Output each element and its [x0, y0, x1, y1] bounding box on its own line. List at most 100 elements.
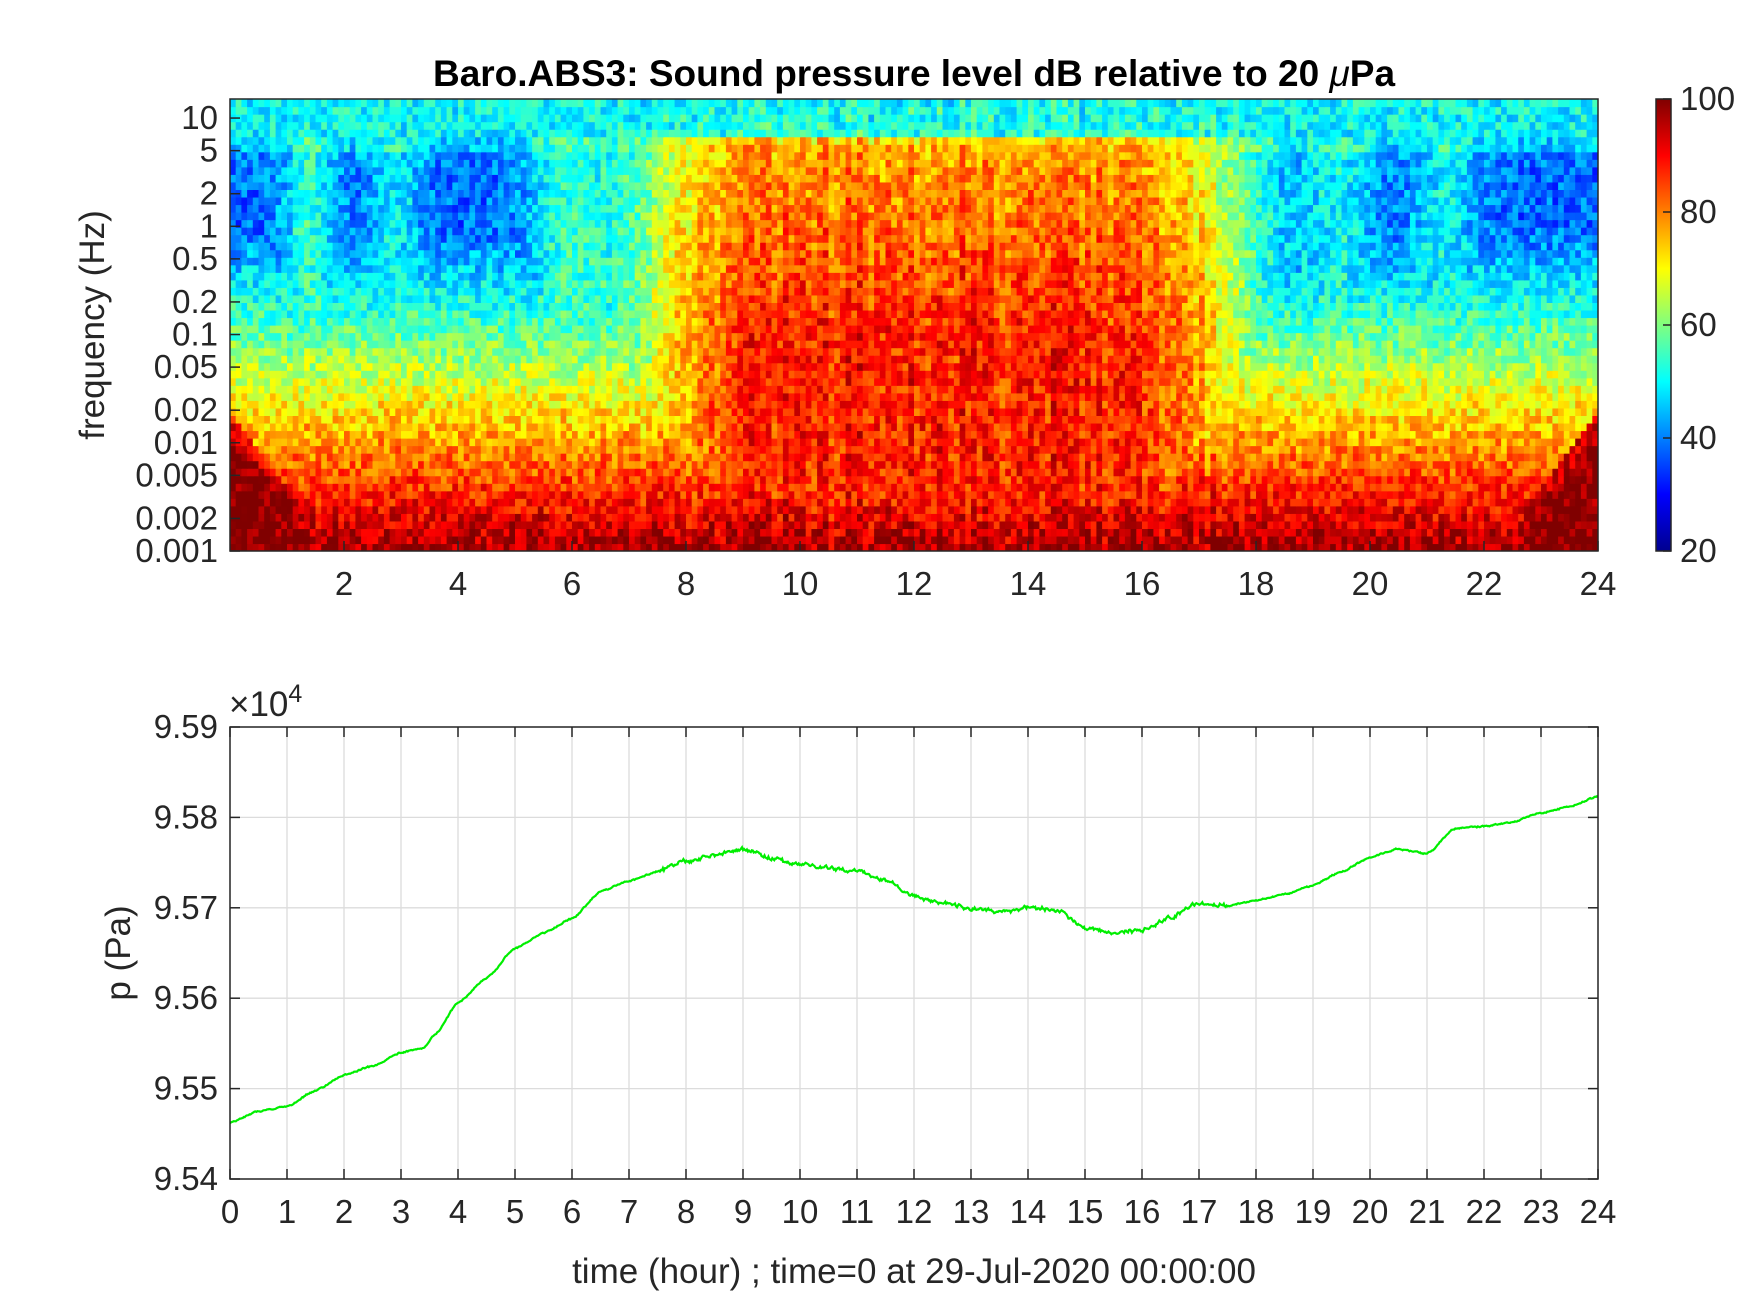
- heatmap-cell: [771, 513, 778, 522]
- heatmap-cell: [1375, 430, 1382, 439]
- heatmap-cell: [247, 453, 254, 462]
- heatmap-cell: [743, 475, 750, 484]
- heatmap-cell: [1278, 528, 1286, 537]
- heatmap-cell: [241, 513, 248, 522]
- heatmap-cell: [834, 407, 841, 416]
- heatmap-cell: [782, 490, 790, 499]
- heatmap-cell: [817, 535, 824, 545]
- heatmap-cell: [1056, 468, 1063, 477]
- heatmap-cell: [731, 415, 738, 424]
- heatmap-cell: [543, 490, 550, 499]
- heatmap-cell: [1409, 407, 1417, 416]
- heatmap-cell: [1472, 483, 1479, 492]
- heatmap-cell: [321, 483, 328, 492]
- heatmap-cell: [486, 415, 493, 424]
- heatmap-cell: [720, 407, 727, 416]
- heatmap-cell: [1039, 400, 1046, 409]
- heatmap-cell: [406, 513, 413, 522]
- heatmap-cell: [1592, 520, 1598, 529]
- heatmap-cell: [1227, 422, 1234, 432]
- heatmap-cell: [908, 392, 915, 401]
- heatmap-cell: [663, 483, 670, 492]
- heatmap-cell: [315, 392, 322, 401]
- heatmap-cell: [1113, 505, 1120, 514]
- heatmap-cell: [503, 422, 510, 432]
- heatmap-cell: [1461, 407, 1468, 416]
- heatmap-cell: [1518, 535, 1525, 545]
- heatmap-cell: [1124, 490, 1132, 499]
- heatmap-cell: [1330, 475, 1337, 484]
- heatmap-cell: [1022, 498, 1029, 507]
- heatmap-cell: [708, 498, 716, 507]
- heatmap-cell: [566, 392, 573, 401]
- heatmap-cell: [1124, 475, 1132, 484]
- heatmap-cell: [959, 453, 966, 462]
- heatmap-cell: [1267, 460, 1274, 469]
- heatmap-cell: [851, 490, 858, 499]
- heatmap-cell: [1472, 543, 1479, 551]
- heatmap-cell: [1381, 422, 1388, 432]
- heatmap-cell: [834, 535, 841, 545]
- heatmap-cell: [697, 543, 704, 551]
- heatmap-cell: [874, 490, 881, 499]
- heatmap-cell: [1176, 543, 1183, 551]
- heatmap-cell: [446, 453, 453, 462]
- heatmap-cell: [743, 430, 750, 439]
- heatmap-cell: [269, 483, 277, 492]
- heatmap-cell: [1045, 468, 1052, 477]
- heatmap-cell: [537, 475, 545, 484]
- heatmap-cell: [492, 498, 499, 507]
- heatmap-cell: [1056, 483, 1063, 492]
- heatmap-cell: [1466, 543, 1474, 551]
- heatmap-cell: [258, 498, 265, 507]
- heatmap-cell: [247, 528, 254, 537]
- heatmap-cell: [446, 460, 453, 469]
- heatmap-cell: [800, 422, 807, 432]
- heatmap-cell: [1181, 460, 1189, 469]
- heatmap-cell: [976, 392, 983, 401]
- heatmap-cell: [1250, 400, 1257, 409]
- heatmap-cell: [520, 475, 527, 484]
- heatmap-cell: [560, 513, 567, 522]
- heatmap-cell: [1233, 453, 1240, 462]
- heatmap-cell: [1466, 483, 1474, 492]
- heatmap-cell: [1324, 505, 1331, 514]
- heatmap-cell: [372, 407, 379, 416]
- heatmap-cell: [1438, 415, 1445, 424]
- heatmap-cell: [845, 453, 852, 462]
- heatmap-cell: [1409, 475, 1417, 484]
- heatmap-cell: [1370, 528, 1377, 537]
- heatmap-cell: [1438, 475, 1445, 484]
- heatmap-cell: [822, 498, 830, 507]
- heatmap-cell: [634, 483, 641, 492]
- heatmap-cell: [480, 520, 488, 529]
- heatmap-cell: [1199, 505, 1206, 514]
- heatmap-cell: [896, 453, 904, 462]
- heatmap-cell: [845, 468, 852, 477]
- heatmap-cell: [1278, 400, 1286, 409]
- heatmap-cell: [1073, 392, 1080, 401]
- heatmap-cell: [383, 535, 391, 545]
- heatmap-cell: [1569, 543, 1576, 551]
- heatmap-cell: [543, 468, 550, 477]
- heatmap-cell: [891, 513, 898, 522]
- heatmap-cell: [1484, 543, 1491, 551]
- heatmap-cell: [1159, 490, 1166, 499]
- heatmap-cell: [532, 445, 539, 454]
- heatmap-cell: [1563, 453, 1571, 462]
- heatmap-cell: [247, 468, 254, 477]
- heatmap-cell: [1592, 407, 1598, 416]
- heatmap-cell: [1307, 475, 1314, 484]
- heatmap-cell: [1176, 453, 1183, 462]
- heatmap-cell: [389, 453, 396, 462]
- heatmap-cell: [629, 513, 636, 522]
- heatmap-cell: [788, 490, 795, 499]
- heatmap-cell: [1250, 430, 1257, 439]
- heatmap-cell: [651, 490, 659, 499]
- heatmap-cell: [332, 407, 339, 416]
- heatmap-cell: [1501, 490, 1508, 499]
- heatmap-cell: [1073, 475, 1080, 484]
- heatmap-cell: [936, 453, 944, 462]
- heatmap-cell: [258, 475, 265, 484]
- heatmap-cell: [554, 483, 562, 492]
